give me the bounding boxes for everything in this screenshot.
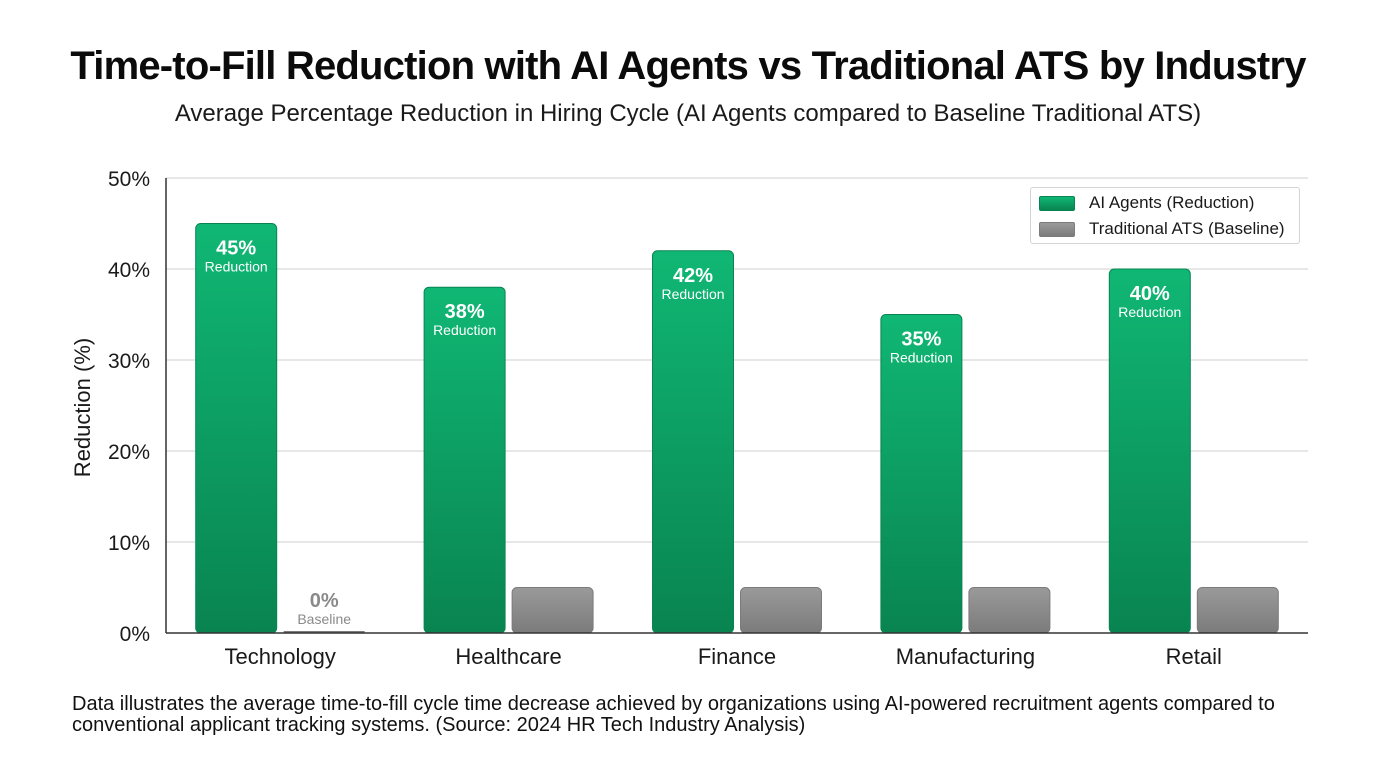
bar-ai-healthcare <box>423 286 506 634</box>
bar-sub-label-ai: Reduction <box>433 322 496 338</box>
legend-label-baseline: Traditional ATS (Baseline) <box>1089 219 1285 238</box>
bar-baseline-manufacturing <box>968 587 1051 634</box>
y-tick-label: 10% <box>108 532 150 555</box>
bar-baseline-healthcare <box>511 587 594 634</box>
bar-labels: 45%Reduction0%Baseline38%Reduction42%Red… <box>205 238 1182 628</box>
bar-value-label-ai: 45% <box>216 238 256 260</box>
bar-sub-label-ai: Reduction <box>1118 304 1181 320</box>
chart-title: Time-to-Fill Reduction with AI Agents vs… <box>70 44 1306 88</box>
y-tick-label: 50% <box>108 168 150 191</box>
bar-sub-label-ai: Reduction <box>661 286 724 302</box>
y-tick-label: 40% <box>108 259 150 282</box>
axes: 0% 10% 20% 30% 40% 50% Reduction (%) Technology… <box>70 168 1308 669</box>
bar-ai-technology <box>195 223 278 634</box>
bar-baseline-finance <box>740 587 822 634</box>
bar-sub-label-baseline: Baseline <box>297 611 351 627</box>
bar-value-label-ai: 40% <box>1130 283 1170 305</box>
bar-sub-label-ai: Reduction <box>205 259 268 275</box>
bar-value-label-ai: 35% <box>901 329 941 351</box>
y-axis-label: Reduction (%) <box>70 338 95 477</box>
legend-item-ai: AI Agents (Reduction) <box>1039 193 1254 213</box>
bar-value-label-ai: 38% <box>445 301 485 323</box>
bar-ai-finance <box>652 250 734 634</box>
bar-baseline-retail <box>1196 587 1279 634</box>
y-tick-label: 0% <box>120 623 150 646</box>
bar-value-label-ai: 42% <box>673 265 713 287</box>
bar-baseline-technology <box>283 631 365 633</box>
x-tick-label: Healthcare <box>455 644 561 669</box>
legend-swatch-baseline <box>1039 221 1075 237</box>
chart-caption: Data illustrates the average time-to-fil… <box>72 693 1275 736</box>
bar-sub-label-ai: Reduction <box>890 350 953 366</box>
bar-ai-retail <box>1108 268 1191 634</box>
chart-subtitle: Average Percentage Reduction in Hiring C… <box>174 100 1202 127</box>
x-tick-label: Technology <box>225 644 336 669</box>
bar-value-label-baseline: 0% <box>310 590 339 612</box>
bars <box>195 223 1279 634</box>
y-tick-label: 30% <box>108 350 150 373</box>
x-tick-label: Finance <box>698 644 776 669</box>
legend-swatch-ai <box>1039 195 1075 211</box>
chart-legend: AI Agents (Reduction) Traditional ATS (B… <box>1030 187 1300 244</box>
bar-chart: 45%Reduction0%Baseline38%Reduction42%Red… <box>70 168 1308 669</box>
x-tick-label: Retail <box>1166 644 1222 669</box>
y-tick-label: 20% <box>108 441 150 464</box>
legend-label-ai: AI Agents (Reduction) <box>1089 193 1255 212</box>
x-tick-label: Manufacturing <box>896 644 1035 669</box>
legend-item-baseline: Traditional ATS (Baseline) <box>1039 219 1285 239</box>
